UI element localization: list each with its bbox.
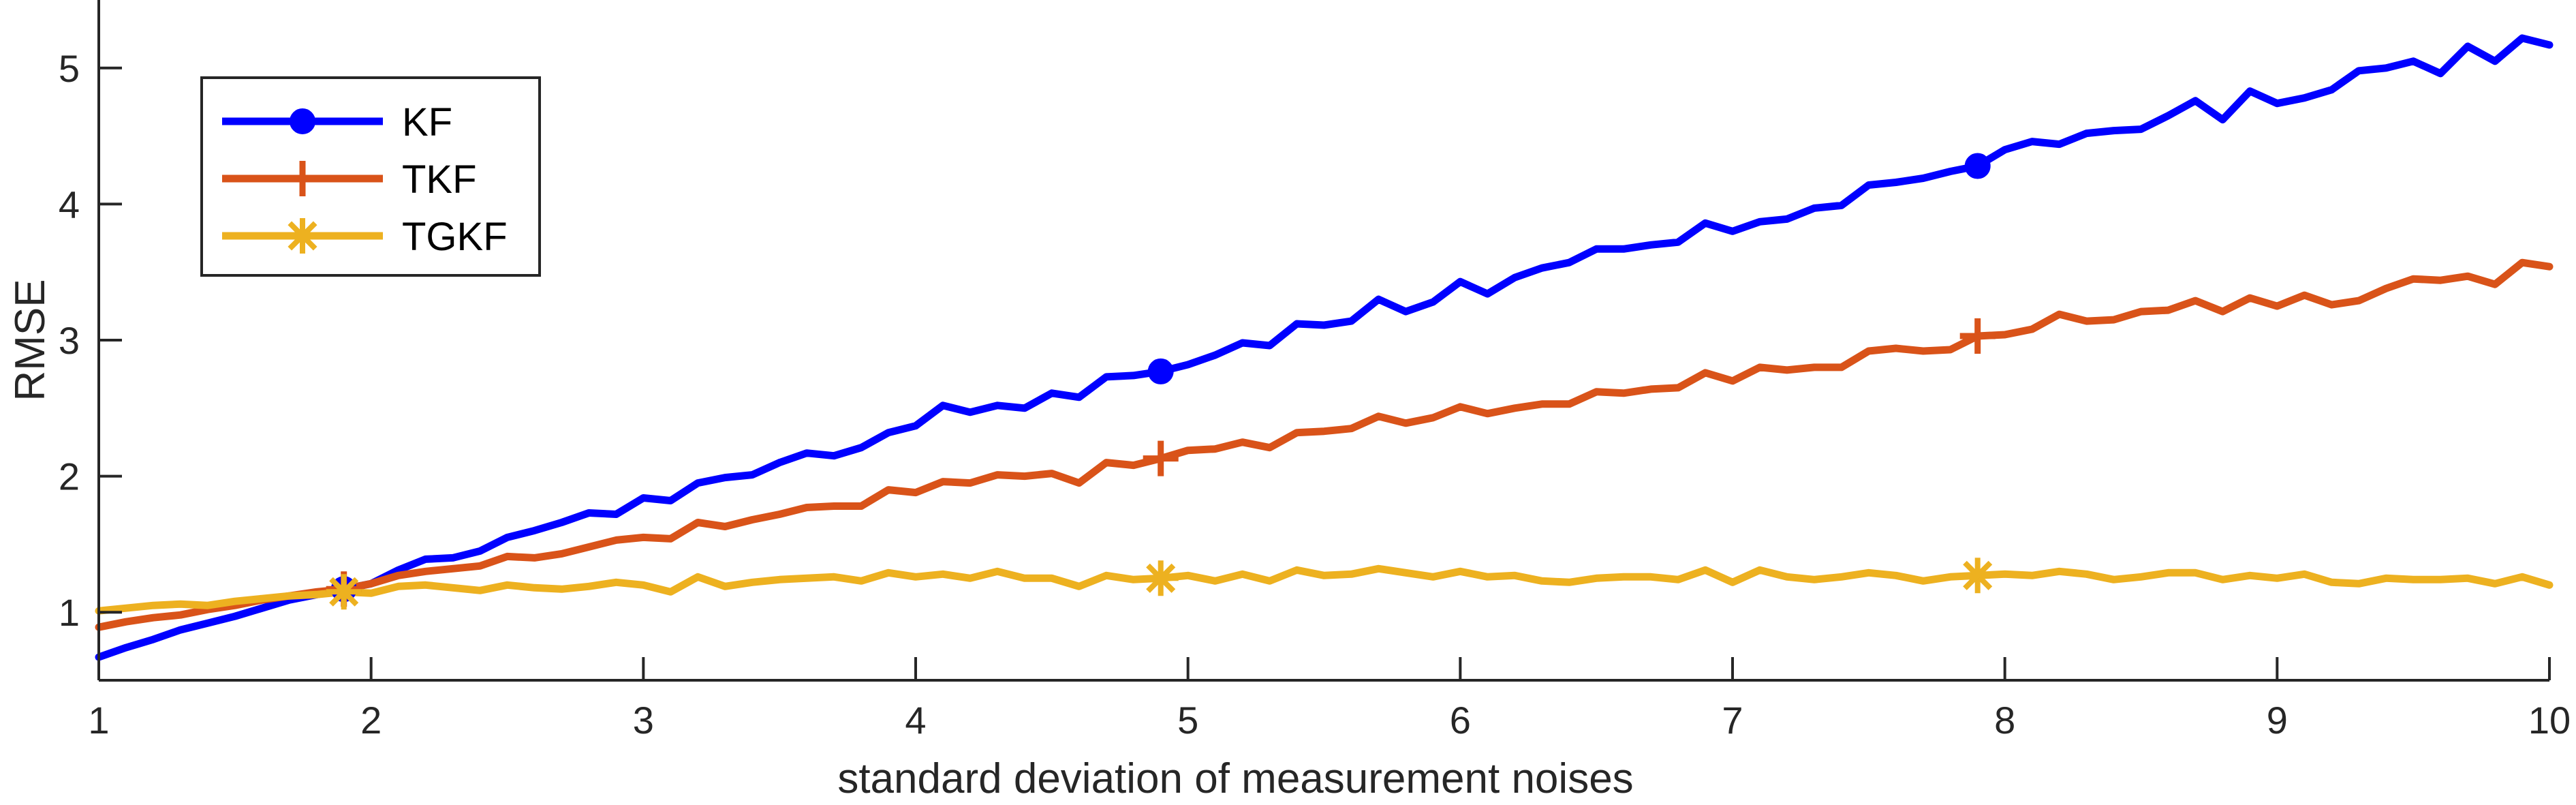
data-point-tgkf xyxy=(1143,560,1179,596)
legend-marker xyxy=(285,218,320,254)
data-point-tkf xyxy=(1959,318,1996,354)
x-tick-label: 9 xyxy=(2267,699,2288,742)
data-point-kf xyxy=(1964,153,1991,179)
legend-label: KF xyxy=(402,100,452,145)
data-point-kf xyxy=(1147,358,1174,384)
data-point-tgkf xyxy=(1959,558,1996,594)
asterisk-stroke xyxy=(1146,563,1176,593)
asterisk-stroke xyxy=(288,221,317,251)
x-tick-label: 1 xyxy=(88,699,109,742)
data-point-tgkf xyxy=(326,574,362,610)
series-markers xyxy=(326,153,1996,610)
x-tick-label: 6 xyxy=(1450,699,1471,742)
series-line-tgkf xyxy=(95,564,2554,615)
legend-label: TKF xyxy=(402,157,477,202)
y-tick-label: 5 xyxy=(59,47,80,90)
legend-marker xyxy=(290,108,315,134)
y-tick-label: 3 xyxy=(59,319,80,362)
legend-item-tkf: TKF xyxy=(222,157,477,202)
x-tick-label: 10 xyxy=(2528,699,2571,742)
asterisk-stroke xyxy=(329,577,359,607)
asterisk-stroke xyxy=(1963,560,1993,590)
series-lines xyxy=(95,34,2554,661)
x-tick-label: 7 xyxy=(1722,699,1743,742)
x-tick-label: 8 xyxy=(1994,699,2015,742)
legend: KF TKF TGKF xyxy=(200,76,541,277)
x-tick-label: 4 xyxy=(905,699,926,742)
y-axis-label: RMSE xyxy=(7,279,54,401)
x-axis-label: standard deviation of measurement noises xyxy=(837,755,1633,802)
series-line-kf xyxy=(95,34,2554,661)
y-tick-label: 1 xyxy=(59,591,80,634)
legend-item-tgkf: TGKF xyxy=(222,215,508,259)
series-line-tkf xyxy=(95,258,2554,631)
legend-label: TGKF xyxy=(402,215,508,259)
data-point-tkf xyxy=(1143,440,1179,476)
x-tick-label: 5 xyxy=(1177,699,1198,742)
legend-marker xyxy=(285,161,320,196)
x-axis-ticks: 1 2 3 4 5 6 7 8 9 10 xyxy=(88,657,2571,742)
y-axis-ticks: 1 2 3 4 5 xyxy=(59,47,122,634)
legend-item-kf: KF xyxy=(222,100,452,145)
y-tick-label: 4 xyxy=(59,183,80,226)
x-tick-label: 2 xyxy=(360,699,382,742)
y-tick-label: 2 xyxy=(59,455,80,498)
x-tick-label: 3 xyxy=(633,699,654,742)
